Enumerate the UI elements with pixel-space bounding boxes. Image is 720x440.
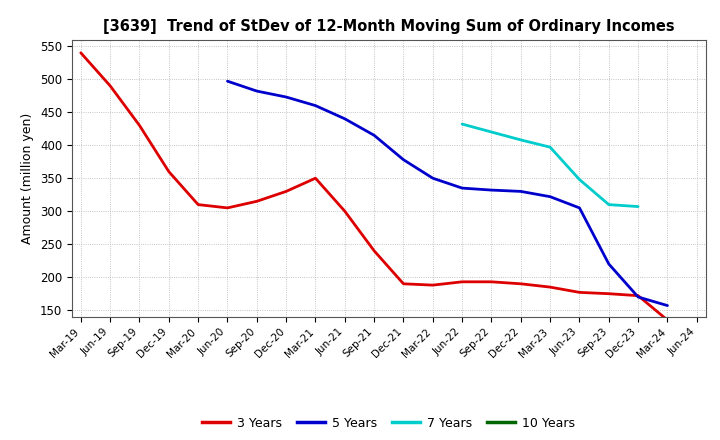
5 Years	[399, 157, 408, 162]
3 Years	[164, 169, 173, 174]
Title: [3639]  Trend of StDev of 12-Month Moving Sum of Ordinary Incomes: [3639] Trend of StDev of 12-Month Moving…	[103, 19, 675, 34]
3 Years	[341, 209, 349, 214]
5 Years	[663, 303, 672, 308]
3 Years	[135, 123, 144, 128]
Line: 5 Years: 5 Years	[228, 81, 667, 305]
3 Years	[605, 291, 613, 297]
5 Years	[223, 78, 232, 84]
3 Years	[106, 83, 114, 88]
5 Years	[605, 261, 613, 267]
Y-axis label: Amount (million yen): Amount (million yen)	[22, 113, 35, 244]
3 Years	[76, 50, 85, 55]
3 Years	[194, 202, 202, 207]
Legend: 3 Years, 5 Years, 7 Years, 10 Years: 3 Years, 5 Years, 7 Years, 10 Years	[197, 412, 580, 435]
5 Years	[282, 94, 290, 99]
3 Years	[253, 198, 261, 204]
7 Years	[516, 137, 525, 143]
3 Years	[428, 282, 437, 288]
5 Years	[428, 176, 437, 181]
5 Years	[370, 132, 379, 138]
5 Years	[487, 187, 496, 193]
5 Years	[516, 189, 525, 194]
3 Years	[663, 317, 672, 323]
3 Years	[634, 293, 642, 298]
3 Years	[516, 281, 525, 286]
5 Years	[253, 88, 261, 94]
3 Years	[282, 189, 290, 194]
5 Years	[546, 194, 554, 199]
7 Years	[546, 144, 554, 150]
5 Years	[575, 205, 584, 210]
3 Years	[487, 279, 496, 284]
Line: 7 Years: 7 Years	[462, 124, 638, 206]
5 Years	[458, 185, 467, 191]
7 Years	[575, 177, 584, 182]
7 Years	[605, 202, 613, 207]
3 Years	[223, 205, 232, 210]
3 Years	[311, 176, 320, 181]
3 Years	[575, 290, 584, 295]
7 Years	[487, 129, 496, 135]
3 Years	[546, 284, 554, 290]
Line: 3 Years: 3 Years	[81, 53, 667, 320]
7 Years	[634, 204, 642, 209]
3 Years	[370, 248, 379, 253]
5 Years	[341, 116, 349, 121]
7 Years	[458, 121, 467, 127]
5 Years	[311, 103, 320, 108]
3 Years	[458, 279, 467, 284]
5 Years	[634, 294, 642, 300]
3 Years	[399, 281, 408, 286]
